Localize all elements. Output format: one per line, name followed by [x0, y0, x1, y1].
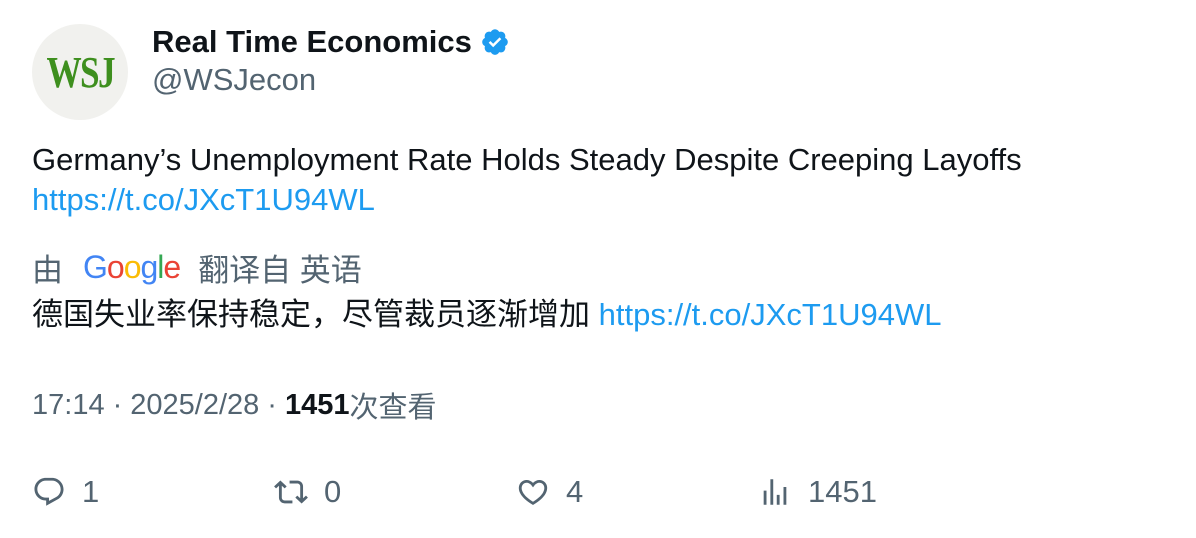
retweet-icon	[274, 480, 308, 504]
like-button[interactable]: 4	[516, 470, 583, 514]
google-letter: o	[106, 248, 125, 285]
like-count: 4	[566, 474, 584, 509]
reply-count: 1	[82, 474, 100, 509]
views-action-count: 1451	[808, 474, 877, 509]
tweet-text: Germany’s Unemployment Rate Holds Steady…	[32, 140, 1162, 220]
google-letter: e	[163, 248, 181, 285]
retweet-button[interactable]: 0	[274, 470, 341, 514]
translated-link[interactable]: https://t.co/JXcT1U94WL	[598, 297, 942, 332]
translation-attribution: 由 G o o g l e 翻译自 英语	[32, 246, 362, 288]
views-button[interactable]: 1451	[758, 470, 877, 514]
meta-separator: ·	[112, 388, 123, 421]
google-letter: g	[140, 248, 158, 285]
avatar-logo-text: WSJ	[46, 47, 115, 97]
tweet-text-content: Germany’s Unemployment Rate Holds Steady…	[32, 142, 1022, 177]
google-letter: G	[83, 248, 108, 285]
verified-badge-icon[interactable]	[480, 27, 510, 57]
user-handle[interactable]: @WSJecon	[152, 62, 317, 97]
tweet-link[interactable]: https://t.co/JXcT1U94WL	[32, 182, 375, 217]
action-bar: 1 0 4 1451	[32, 470, 1162, 514]
analytics-icon	[763, 479, 787, 505]
author-name-row: Real Time Economics	[152, 22, 510, 62]
retweet-count: 0	[324, 474, 342, 509]
heart-icon	[518, 479, 548, 505]
views-label: 次查看	[349, 392, 437, 424]
reply-button[interactable]: 1	[32, 470, 99, 514]
reply-icon	[34, 477, 64, 506]
translated-text-content: 德国失业率保持稳定，尽管裁员逐渐增加	[32, 297, 590, 332]
google-logo: G o o g l e	[83, 248, 181, 286]
display-name[interactable]: Real Time Economics	[152, 24, 472, 59]
translated-text: 德国失业率保持稳定，尽管裁员逐渐增加 https://t.co/JXcT1U94…	[32, 294, 1162, 336]
avatar[interactable]: WSJ	[32, 24, 128, 120]
google-letter: o	[123, 248, 142, 285]
tweet-time[interactable]: 17:14	[32, 388, 105, 421]
meta-separator: ·	[267, 388, 277, 421]
views-count: 1451	[284, 388, 350, 421]
translation-prefix: 由	[32, 252, 63, 288]
google-letter: l	[157, 248, 164, 285]
translation-suffix: 翻译自 英语	[198, 252, 362, 288]
tweet-meta: 17:14 · 2025/2/28 · 1451 次查看	[32, 384, 436, 426]
tweet-date[interactable]: 2025/2/28	[130, 388, 260, 421]
